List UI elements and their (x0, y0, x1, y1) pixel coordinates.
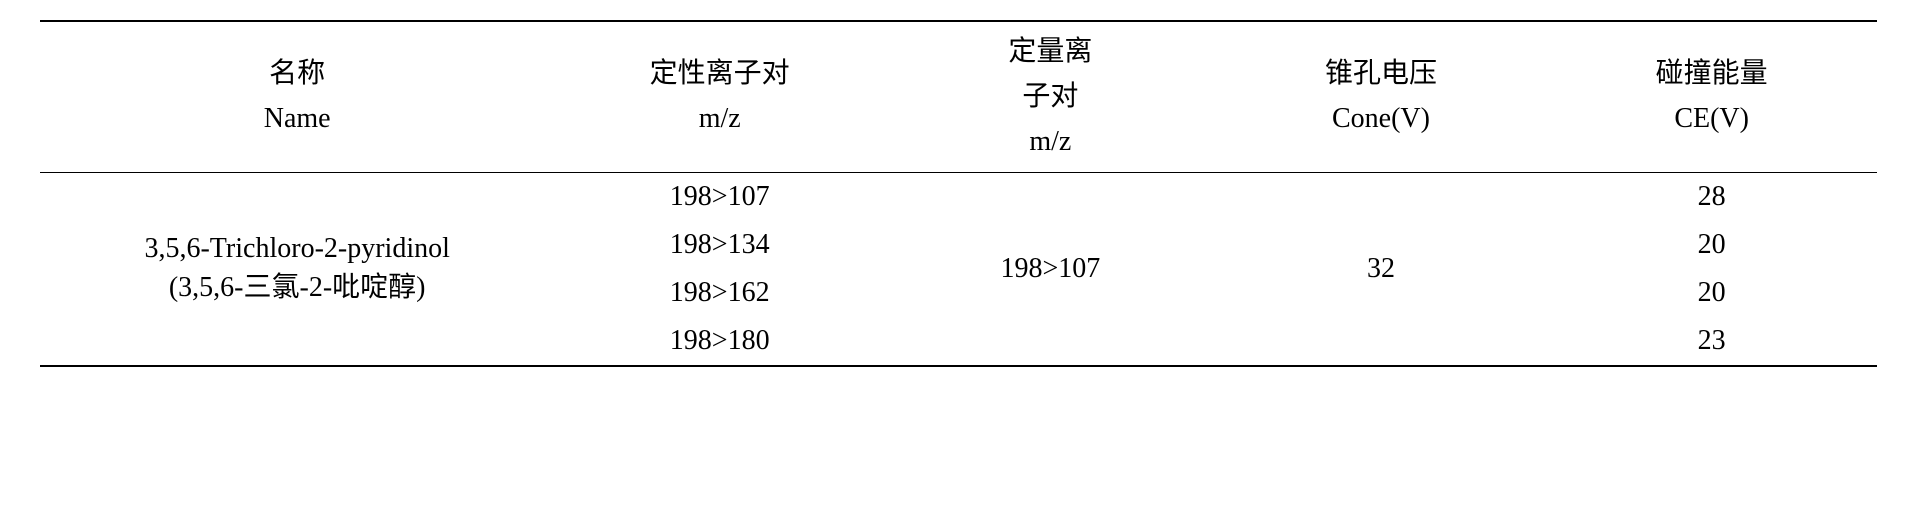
header-quant-cn1: 定量离 (897, 30, 1204, 75)
cell-qual-ion: 198>134 (554, 221, 885, 269)
header-quant-unit: m/z (897, 120, 1204, 165)
ion-parameters-table: 名称 Name 定性离子对 m/z 定量离 子对 m/z 锥孔电压 Cone(V… (40, 20, 1877, 367)
cell-ce: 28 (1546, 173, 1877, 222)
header-name: 名称 Name (40, 21, 554, 173)
header-quant-cn2: 子对 (897, 75, 1204, 120)
header-qual-unit: m/z (566, 97, 873, 142)
header-qual-cn: 定性离子对 (566, 52, 873, 97)
table-header-row: 名称 Name 定性离子对 m/z 定量离 子对 m/z 锥孔电压 Cone(V… (40, 21, 1877, 173)
cell-ce: 20 (1546, 269, 1877, 317)
header-ce: 碰撞能量 CE(V) (1546, 21, 1877, 173)
cell-quant-ion: 198>107 (885, 173, 1216, 367)
cell-qual-ion: 198>107 (554, 173, 885, 222)
header-cone-en: Cone(V) (1228, 97, 1535, 142)
compound-name-cn: (3,5,6-三氯-2-吡啶醇) (52, 265, 542, 305)
compound-name-en: 3,5,6-Trichloro-2-pyridinol (52, 233, 542, 265)
header-cone-cn: 锥孔电压 (1228, 52, 1535, 97)
cell-qual-ion: 198>180 (554, 317, 885, 366)
header-quantitative: 定量离 子对 m/z (885, 21, 1216, 173)
cell-ce: 20 (1546, 221, 1877, 269)
header-ce-en: CE(V) (1558, 97, 1865, 142)
cell-ce: 23 (1546, 317, 1877, 366)
header-cone: 锥孔电压 Cone(V) (1216, 21, 1547, 173)
header-name-en: Name (52, 97, 542, 142)
header-qualitative: 定性离子对 m/z (554, 21, 885, 173)
header-ce-cn: 碰撞能量 (1558, 52, 1865, 97)
cell-qual-ion: 198>162 (554, 269, 885, 317)
cell-cone: 32 (1216, 173, 1547, 367)
cell-name: 3,5,6-Trichloro-2-pyridinol (3,5,6-三氯-2-… (40, 173, 554, 367)
header-name-cn: 名称 (52, 52, 542, 97)
table-row: 3,5,6-Trichloro-2-pyridinol (3,5,6-三氯-2-… (40, 173, 1877, 222)
